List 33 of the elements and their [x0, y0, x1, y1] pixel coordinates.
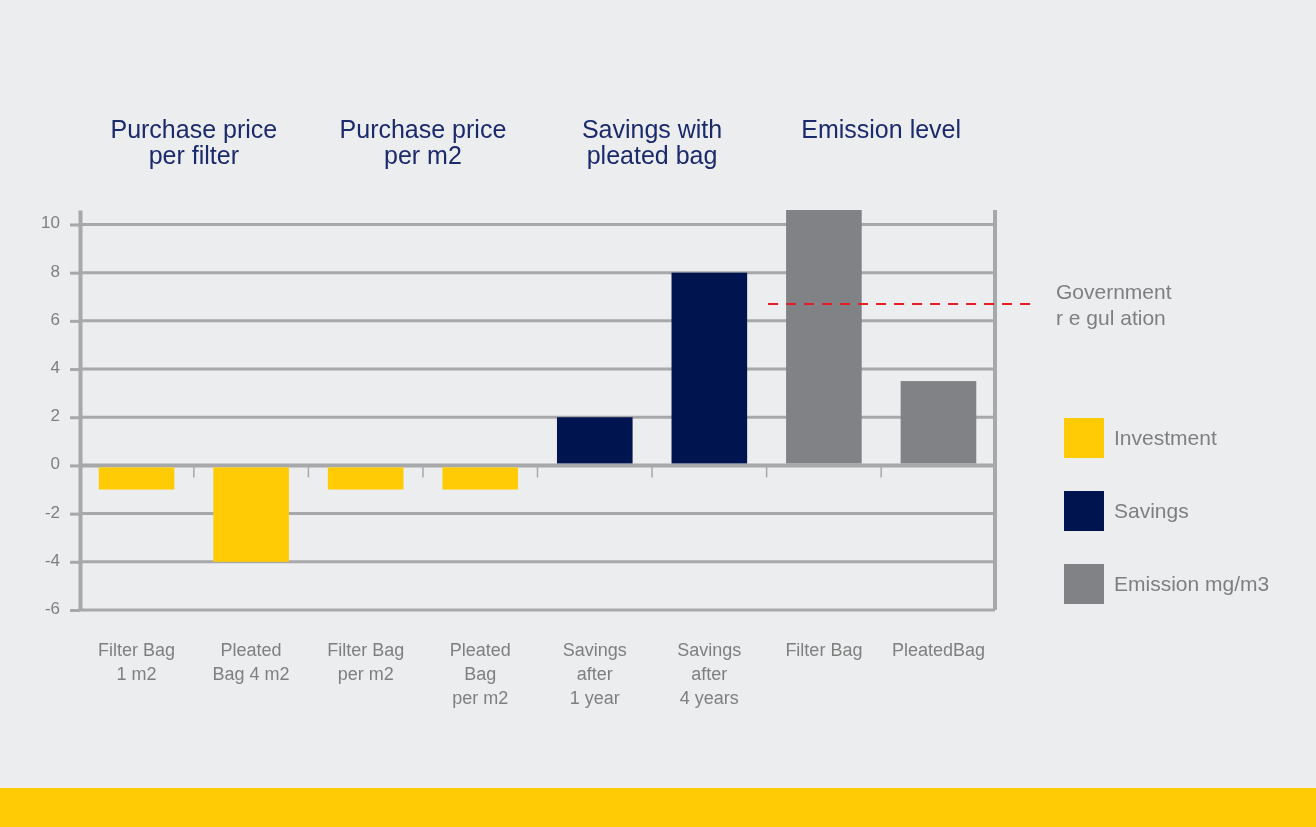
y-tick-label: 0: [50, 454, 60, 474]
bar: [900, 381, 977, 464]
text: Savings with pleated bag: [581, 115, 723, 169]
bar: [786, 210, 862, 464]
bar: [556, 417, 633, 464]
x-tick-label: Filter Bag per m2: [327, 640, 405, 684]
bar: [327, 467, 404, 490]
y-tick-label: -6: [44, 598, 60, 618]
bar: [213, 467, 289, 562]
y-tick-label: 8: [50, 261, 60, 281]
x-tick-label: Savings after 1 year: [562, 640, 627, 708]
legend-label: Investment: [1114, 426, 1217, 449]
y-tick-label: 6: [50, 309, 60, 329]
x-tick-label: Pleated Bag per m2: [449, 640, 511, 708]
legend-label: Emission mg/m3: [1114, 572, 1270, 595]
y-tick-label: 10: [41, 213, 60, 233]
x-tick-label: Pleated Bag 4 m2: [212, 640, 290, 684]
y-tick-label: 2: [50, 406, 60, 426]
x-tick-label: Filter Bag: [785, 640, 863, 660]
text: Purchase price per m2: [339, 115, 507, 169]
text: Purchase price per filter: [110, 115, 278, 169]
bar: [671, 272, 748, 464]
x-tick-label: Savings after 4 years: [677, 640, 742, 708]
bar: [442, 467, 519, 490]
y-tick-label: -4: [44, 550, 60, 570]
ref-line-label: Government r e gul ation: [1056, 279, 1172, 329]
y-tick-label: -2: [44, 502, 60, 522]
y-tick-label: 4: [50, 357, 60, 377]
x-tick-label: PleatedBag: [891, 640, 985, 660]
legend-label: Savings: [1114, 499, 1189, 522]
x-tick-label: Filter Bag 1 m2: [98, 640, 176, 684]
bar: [98, 467, 175, 490]
text: Emission level: [801, 115, 962, 143]
